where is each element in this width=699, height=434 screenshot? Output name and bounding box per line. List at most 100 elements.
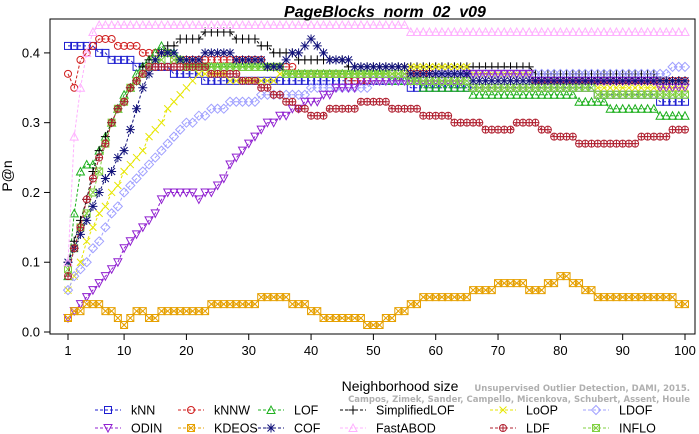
point-odin — [150, 209, 161, 219]
point-fastabod — [200, 19, 210, 29]
point-odin — [156, 195, 167, 205]
point-fastabod — [518, 26, 528, 36]
point-lof — [592, 96, 603, 106]
point-loop — [170, 97, 178, 106]
point-lof — [530, 89, 541, 99]
point-kdeos — [126, 314, 135, 323]
point-ldof — [361, 82, 373, 94]
point-ldof — [150, 152, 161, 163]
point-lof — [611, 103, 622, 113]
point-lof — [480, 89, 491, 99]
point-odin — [243, 139, 254, 149]
point-odin — [125, 237, 136, 247]
point-cof — [281, 55, 291, 65]
point-fastabod — [630, 26, 640, 36]
point-kdeos — [681, 300, 689, 309]
point-loop — [232, 76, 241, 85]
point-lof — [649, 103, 659, 113]
point-loop — [413, 63, 421, 71]
point-odin — [162, 188, 173, 198]
point-odin — [218, 174, 229, 184]
point-loop — [263, 76, 272, 85]
point-kdeos — [413, 300, 422, 309]
point-ldof — [100, 222, 111, 233]
legend-marker-kdeos — [187, 424, 195, 432]
y-tick-label: 0.2 — [22, 185, 40, 200]
point-ldof — [62, 284, 74, 296]
point-fastabod — [493, 26, 503, 36]
point-fastabod — [349, 19, 360, 29]
point-odin — [100, 272, 111, 282]
point-fastabod — [150, 19, 161, 29]
legend-item-ldf: LDF — [490, 422, 550, 434]
point-fastabod — [181, 19, 192, 29]
point-fastabod — [567, 26, 578, 36]
point-loop — [107, 188, 116, 197]
point-ldof — [93, 236, 105, 247]
point-knnw — [107, 34, 116, 43]
point-kdeos — [550, 279, 559, 288]
watermark-line-2: Campos, Zimek, Sander, Campello, Micenko… — [348, 395, 690, 405]
point-cof — [574, 76, 584, 86]
legend-label: FastABOD — [376, 422, 436, 434]
point-knnw — [132, 41, 141, 50]
point-fastabod — [94, 19, 104, 29]
point-odin — [131, 230, 142, 240]
point-cof — [661, 76, 671, 86]
point-kdeos — [76, 307, 85, 316]
plot-frame — [49, 18, 696, 335]
point-fastabod — [443, 26, 454, 36]
point-lof — [673, 110, 684, 120]
point-cof — [499, 76, 509, 86]
point-lof — [486, 89, 497, 99]
point-fastabod — [175, 19, 186, 29]
point-ldof — [156, 145, 167, 156]
point-loop — [438, 63, 446, 71]
point-lof — [69, 208, 80, 218]
point-lof — [561, 89, 572, 99]
point-loop — [257, 76, 266, 85]
point-fastabod — [324, 19, 335, 29]
point-fastabod — [63, 257, 73, 267]
point-odin — [499, 69, 510, 79]
legend-marker-loop — [499, 406, 507, 414]
legend-marker-ldof — [590, 404, 602, 416]
point-cof — [431, 69, 441, 79]
point-fastabod — [673, 26, 684, 36]
legend-label: KDEOS — [214, 422, 258, 434]
point-lof — [667, 110, 678, 120]
legend-item-ldof: LDOF — [583, 404, 653, 418]
point-lof — [518, 89, 528, 99]
point-lof — [630, 103, 640, 113]
point-loop — [89, 223, 97, 232]
legend: kNN kNNW LOF SimplifiedLOF LoOP LDOF ODIN KDEOS… — [95, 404, 656, 434]
point-lof — [524, 89, 535, 99]
x-tick-label: 30 — [242, 343, 256, 358]
point-cof — [481, 76, 491, 86]
point-ldf-cross — [139, 70, 147, 78]
point-fastabod — [586, 26, 597, 36]
point-ldof — [249, 96, 261, 107]
point-cof — [312, 41, 322, 51]
point-odin — [331, 83, 341, 93]
point-fastabod — [318, 19, 329, 29]
point-cof — [580, 76, 590, 86]
point-kdeos — [201, 307, 210, 316]
point-cof — [325, 55, 335, 65]
point-fastabod — [343, 19, 354, 29]
point-cof — [375, 62, 385, 72]
legend-item-odin: ODIN — [95, 422, 162, 434]
point-ldf-cross — [95, 154, 103, 162]
point-loop — [176, 90, 185, 99]
point-loop — [269, 76, 278, 85]
point-cof — [512, 76, 522, 86]
point-cof — [418, 69, 428, 79]
point-fastabod — [424, 26, 435, 36]
point-kdeos — [151, 314, 160, 323]
point-fastabod — [580, 26, 591, 36]
point-fastabod — [69, 131, 80, 141]
point-fastabod — [530, 26, 541, 36]
point-loop — [114, 181, 122, 190]
point-fastabod — [624, 26, 634, 36]
point-kdeos — [400, 307, 409, 316]
